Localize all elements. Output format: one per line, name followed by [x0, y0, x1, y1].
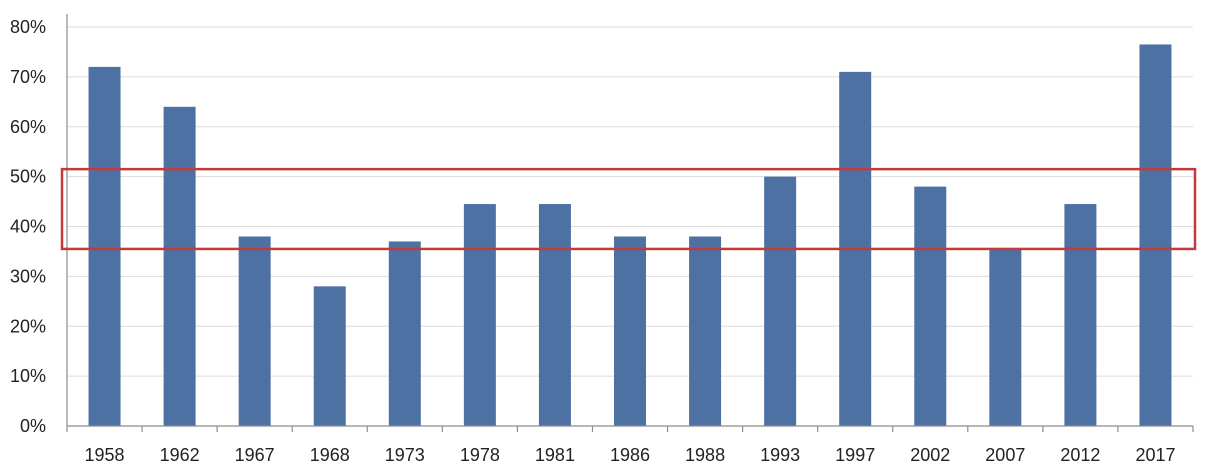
x-tick-label: 2017 — [1135, 445, 1175, 465]
y-tick-label: 70% — [10, 67, 46, 87]
y-tick-label: 80% — [10, 17, 46, 37]
y-tick-label: 30% — [10, 266, 46, 286]
bar-2012 — [1064, 204, 1097, 426]
x-tick-label: 1978 — [460, 445, 500, 465]
bar-1988 — [689, 236, 722, 426]
x-tick-label: 1958 — [85, 445, 125, 465]
x-tick-label: 2012 — [1060, 445, 1100, 465]
bar-2007 — [989, 248, 1022, 426]
x-tick-labels: 1958 1962 1967 1968 1973 1978 1981 1986 1988 1993… — [85, 445, 1176, 465]
x-tick-label: 1997 — [835, 445, 875, 465]
axes — [66, 14, 1194, 432]
x-tick-label: 2002 — [910, 445, 950, 465]
y-tick-label: 0% — [20, 416, 46, 436]
x-tick-label: 1962 — [160, 445, 200, 465]
bar-1973 — [388, 241, 421, 426]
y-tick-label: 60% — [10, 117, 46, 137]
x-tick-label: 1986 — [610, 445, 650, 465]
x-tick-label: 1973 — [385, 445, 425, 465]
y-tick-label: 50% — [10, 167, 46, 187]
y-tick-label: 10% — [10, 366, 46, 386]
bar-1958 — [88, 66, 121, 427]
bar-1962 — [163, 106, 196, 427]
x-tick-label: 1981 — [535, 445, 575, 465]
x-tick-label: 1968 — [310, 445, 350, 465]
bar-1968 — [313, 286, 346, 426]
bars — [88, 44, 1172, 427]
bar-1986 — [614, 236, 646, 426]
x-tick-label: 1993 — [760, 445, 800, 465]
x-tick-label: 1988 — [685, 445, 725, 465]
y-tick-label: 40% — [10, 217, 46, 237]
bar-1981 — [538, 204, 571, 426]
y-tick-label: 20% — [10, 316, 46, 336]
x-tick-label: 2007 — [985, 445, 1025, 465]
y-tick-labels: 0% 10% 20% 30% 40% 50% 60% 70% 80% — [10, 17, 46, 436]
highlight-band-box — [60, 167, 1197, 251]
bar-1993 — [764, 176, 797, 426]
bar-1978 — [463, 204, 496, 426]
bar-1967 — [238, 236, 271, 426]
x-tick-label: 1967 — [235, 445, 275, 465]
bar-2017 — [1139, 44, 1172, 427]
bar-2002 — [914, 186, 947, 426]
